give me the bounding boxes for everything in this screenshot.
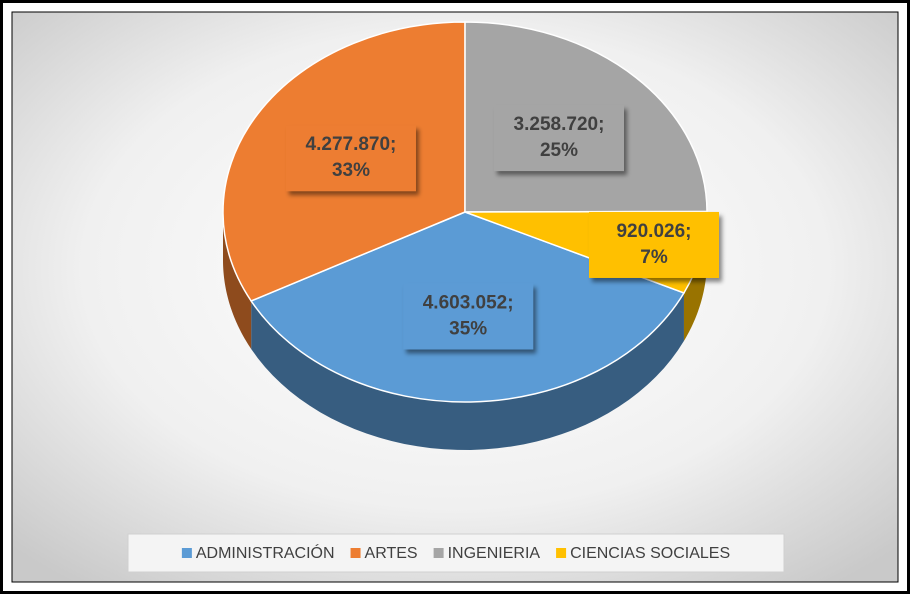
legend-swatch bbox=[350, 548, 361, 558]
legend-label: ADMINISTRACIÓN bbox=[196, 543, 335, 562]
data-label-box bbox=[285, 125, 416, 192]
data-label-box bbox=[588, 211, 719, 278]
legend-swatch bbox=[556, 548, 567, 558]
legend-label: ARTES bbox=[365, 545, 418, 562]
legend-swatch bbox=[433, 548, 444, 558]
data-label: 920.026; 7% bbox=[616, 221, 691, 268]
slice-side bbox=[251, 292, 684, 450]
data-label-box bbox=[493, 105, 624, 172]
data-label: 3.258.720; 25% bbox=[514, 114, 605, 161]
data-label: 4.603.052; 35% bbox=[423, 292, 514, 339]
legend-label: INGENIERIA bbox=[448, 545, 541, 562]
data-label-box bbox=[403, 283, 534, 350]
legend-box bbox=[127, 533, 785, 573]
legend-swatch bbox=[181, 548, 192, 558]
legend-label: CIENCIAS SOCIALES bbox=[570, 545, 730, 562]
slice-side bbox=[223, 212, 252, 349]
legend: ADMINISTRACIÓN ARTES INGENIERIA CIENCIAS SO… bbox=[181, 543, 730, 562]
pie: 4.603.052; 35% 4.277.870; 33% 3.258.720; 25% 9… bbox=[222, 21, 719, 450]
data-label: 4.277.870; 33% bbox=[306, 134, 397, 181]
